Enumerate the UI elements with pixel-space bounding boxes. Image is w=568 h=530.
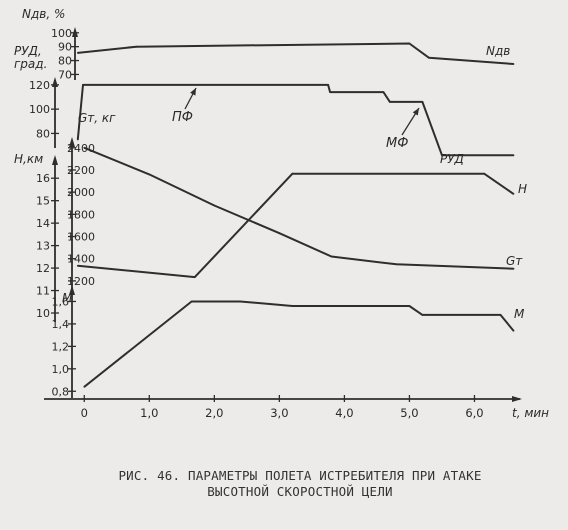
tick-label-gt-0: 2400 bbox=[67, 142, 95, 155]
data-point-4-1 bbox=[190, 300, 193, 303]
figure-caption: РИС. 46. ПАРАМЕТРЫ ПОЛЕТА ИСТРЕБИТЕЛЯ ПР… bbox=[40, 468, 560, 500]
data-point-0-3 bbox=[428, 56, 430, 59]
data-point-3-0 bbox=[83, 146, 86, 149]
tick-label-m-2: 1,2 bbox=[52, 340, 70, 353]
data-point-4-0 bbox=[83, 385, 86, 388]
series-label-2: Н bbox=[518, 182, 527, 196]
tick-label-rud-1: 100 bbox=[29, 103, 50, 116]
tick-label-ndv-0: 100 bbox=[51, 27, 72, 40]
tick-label-gt-6: 1200 bbox=[67, 275, 95, 288]
tick-label-h-5: 11 bbox=[36, 285, 50, 298]
series-label-0: Nдв bbox=[486, 44, 510, 58]
annotation-label-0: ПФ bbox=[172, 110, 193, 125]
data-point-2-2 bbox=[291, 172, 294, 175]
tick-label-ndv-3: 70 bbox=[58, 68, 72, 81]
data-point-4-3 bbox=[291, 305, 294, 307]
data-point-0-2 bbox=[408, 42, 411, 45]
x-tick-label-0: 0 bbox=[81, 406, 88, 420]
tick-label-h-1: 15 bbox=[36, 195, 50, 208]
data-point-4-7 bbox=[512, 329, 515, 332]
tick-label-h-4: 12 bbox=[36, 262, 50, 275]
data-point-1-5 bbox=[389, 101, 391, 103]
tick-label-h-0: 16 bbox=[36, 172, 50, 185]
x-tick-label-2: 2,0 bbox=[205, 406, 223, 420]
data-point-1-2 bbox=[327, 84, 329, 86]
series-label-1: РУД bbox=[440, 152, 464, 166]
data-point-3-5 bbox=[395, 263, 398, 266]
data-point-1-7 bbox=[441, 154, 443, 157]
data-point-2-1 bbox=[193, 276, 196, 278]
x-tick-label-5: 5,0 bbox=[400, 406, 418, 420]
tick-label-rud-0: 120 bbox=[29, 79, 50, 92]
data-point-0-4 bbox=[512, 63, 515, 65]
data-point-2-3 bbox=[483, 172, 486, 175]
tick-label-gt-1: 2200 bbox=[67, 164, 95, 177]
data-point-1-1 bbox=[82, 84, 84, 86]
x-axis-label: t, мин bbox=[512, 406, 549, 420]
data-point-1-0 bbox=[76, 138, 79, 141]
data-point-0-0 bbox=[76, 52, 79, 54]
series-line-1 bbox=[76, 83, 514, 157]
tick-label-h-2: 14 bbox=[36, 217, 50, 230]
x-tick-label-6: 6,0 bbox=[465, 406, 483, 420]
tick-label-rud-2: 80 bbox=[36, 127, 50, 140]
data-point-3-1 bbox=[148, 173, 151, 176]
tick-label-m-1: 1,4 bbox=[52, 318, 70, 331]
data-point-3-4 bbox=[330, 255, 333, 258]
tick-label-ndv-2: 80 bbox=[58, 55, 72, 68]
tick-label-h-6: 10 bbox=[36, 307, 50, 320]
series-line-4 bbox=[83, 300, 515, 388]
data-point-1-6 bbox=[421, 101, 424, 103]
data-point-4-6 bbox=[499, 314, 502, 316]
data-point-2-4 bbox=[512, 193, 515, 195]
axis-label-rud: РУД, bbox=[14, 44, 42, 58]
tick-label-gt-5: 1400 bbox=[67, 253, 95, 266]
x-tick-label-3: 3,0 bbox=[270, 406, 288, 420]
data-point-3-2 bbox=[213, 204, 216, 207]
tick-label-ndv-1: 90 bbox=[58, 41, 72, 54]
axis-arrow-ndv bbox=[72, 27, 78, 37]
axis-label-h: Н,км bbox=[14, 152, 43, 166]
caption-line-1: РИС. 46. ПАРАМЕТРЫ ПОЛЕТА ИСТРЕБИТЕЛЯ ПР… bbox=[118, 468, 482, 483]
series-line-0 bbox=[77, 42, 514, 65]
annotation-arrowhead-1 bbox=[412, 108, 419, 116]
caption-line-2: ВЫСОТНОЙ СКОРОСТНОЙ ЦЕЛИ bbox=[207, 484, 393, 499]
tick-label-m-4: 0,8 bbox=[52, 385, 70, 398]
tick-label-m-3: 1,0 bbox=[52, 363, 70, 376]
data-point-4-4 bbox=[408, 305, 411, 307]
tick-label-gt-4: 1600 bbox=[67, 231, 95, 244]
axis-arrow-m bbox=[69, 285, 75, 295]
data-point-1-8 bbox=[512, 154, 515, 157]
x-tick-label-4: 4,0 bbox=[335, 406, 353, 420]
x-tick-label-1: 1,0 bbox=[140, 406, 158, 420]
data-point-3-6 bbox=[512, 267, 515, 270]
data-point-2-0 bbox=[76, 264, 79, 267]
annotation-label-1: МФ bbox=[386, 136, 408, 151]
tick-label-h-3: 13 bbox=[36, 240, 50, 253]
axis-arrow-h bbox=[52, 155, 58, 165]
x-axis-arrow bbox=[512, 396, 522, 402]
data-point-0-1 bbox=[135, 45, 138, 48]
data-point-1-4 bbox=[382, 91, 385, 93]
axis-label-m: М bbox=[62, 291, 73, 305]
data-point-3-3 bbox=[278, 232, 281, 235]
data-point-1-3 bbox=[329, 91, 331, 93]
data-point-4-2 bbox=[239, 300, 242, 303]
data-point-4-5 bbox=[421, 314, 424, 316]
axis-label-ndv: Nдв, % bbox=[22, 7, 65, 21]
series-label-3: Gт bbox=[506, 254, 523, 268]
annotation-arrowhead-0 bbox=[190, 88, 196, 96]
axis-label-rud-line2: град. bbox=[14, 57, 47, 71]
series-line-2 bbox=[77, 172, 515, 279]
axis-arrow-gt bbox=[69, 137, 75, 147]
series-label-4: М bbox=[514, 307, 525, 321]
tick-label-gt-3: 1800 bbox=[67, 208, 95, 221]
tick-label-gt-2: 2000 bbox=[67, 186, 95, 199]
tick-label-m-0: 1,6 bbox=[52, 295, 70, 308]
axis-label-gt: Gт, кг bbox=[78, 111, 116, 125]
